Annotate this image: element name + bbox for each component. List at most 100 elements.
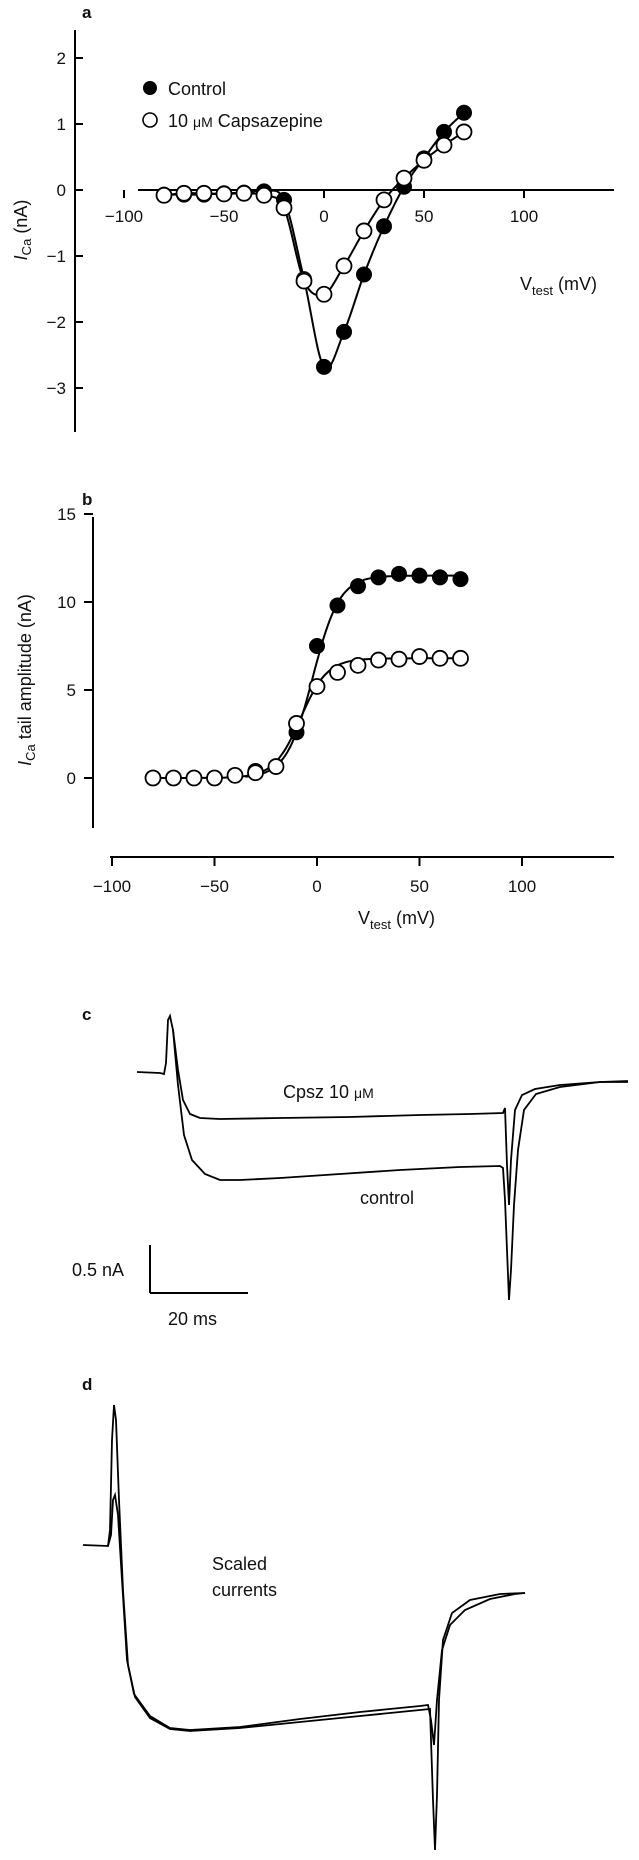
panel-a-letter: a	[82, 3, 92, 22]
panel-b-point-open	[329, 664, 346, 681]
panel-a-point-control	[376, 218, 392, 235]
panel-b-point-open	[431, 649, 449, 667]
panel-a-point-cpsz	[215, 185, 233, 203]
panel-a-point-cpsz	[235, 184, 253, 202]
label-cpsz: Cpsz 10 μM	[283, 1082, 374, 1102]
panel-b-y-label: ICa tail amplitude (nA)	[15, 594, 38, 766]
trace-scaled-1	[82, 1404, 526, 1851]
panel-c: c Cpsz 10 μM control 0.5 nA 20 ms	[72, 1005, 629, 1329]
panel-a-ytick-label: −3	[47, 379, 66, 398]
panel-a-points	[155, 104, 473, 375]
scale-current-label: 0.5 nA	[72, 1260, 124, 1280]
panel-b-point-filled	[391, 565, 407, 582]
panel-b-point-open	[185, 769, 203, 787]
panel-b-xtick-label: 50	[410, 877, 429, 896]
panel-b-point-open	[144, 769, 162, 787]
panel-a-xtick-label: 0	[319, 207, 328, 226]
panel-b-fit-cpsz	[153, 657, 461, 779]
panel-a-ytick-label: 2	[57, 49, 66, 68]
panel-a-y-label: ICa (nA)	[11, 200, 34, 261]
panel-b-xtick-label: −100	[93, 877, 131, 896]
panel-a-point-cpsz	[435, 136, 453, 154]
panel-b-xtick-label: −50	[200, 877, 229, 896]
panel-a-point-cpsz	[455, 123, 473, 141]
legend-cpsz-marker	[142, 112, 158, 128]
panel-a-fit-control	[163, 112, 465, 370]
panel-a-point-cpsz	[255, 186, 273, 204]
panel-b-point-open	[308, 678, 326, 695]
panel-a-legend: Control 10 μM Capsazepine	[142, 79, 323, 131]
panel-a: a −100 −50 0 50 100 2 1 0 −1 −2 −3 ICa (nA) Vtest …	[11, 3, 614, 432]
panel-a-x-label: Vtest (mV)	[520, 274, 597, 298]
panel-a-xtick-label: −100	[105, 207, 143, 226]
panel-a-xtick-label: 50	[415, 207, 434, 226]
panel-a-point-cpsz	[375, 191, 393, 209]
panel-b-fit-control	[245, 574, 461, 778]
panel-b-point-filled	[329, 597, 346, 614]
panel-b-point-open	[247, 764, 264, 782]
panel-b-point-filled	[452, 571, 469, 588]
panel-b-point-open	[411, 648, 428, 665]
scale-bar	[149, 1245, 248, 1294]
panel-d: d Scaled currents	[82, 1375, 526, 1851]
legend-control-marker	[143, 81, 157, 95]
panel-a-point-cpsz	[175, 184, 193, 202]
panel-b-x-label: Vtest (mV)	[358, 908, 435, 932]
panel-b-ytick-label: 0	[67, 769, 76, 788]
panel-d-letter: d	[82, 1375, 92, 1394]
panel-b-point-open	[165, 769, 182, 787]
trace-scaled-2	[107, 1491, 526, 1746]
panel-c-letter: c	[82, 1005, 91, 1024]
panel-a-point-cpsz	[415, 151, 433, 169]
panel-b-ytick-label: 15	[57, 505, 76, 524]
panel-b-point-open	[267, 758, 285, 775]
panel-a-point-cpsz	[355, 222, 373, 240]
panel-a-ticks: −100 −50 0 50 100 2 1 0 −1 −2 −3	[47, 49, 539, 398]
panel-b-points	[144, 565, 469, 787]
panel-a-ytick-label: 0	[57, 181, 66, 200]
panel-b-ytick-label: 5	[67, 681, 76, 700]
panel-a-ytick-label: −1	[47, 247, 66, 266]
panel-a-point-cpsz	[395, 169, 413, 187]
panel-a-fit-curves	[163, 112, 465, 370]
scaled-label-line2: currents	[212, 1580, 277, 1600]
panel-a-ytick-label: 1	[57, 115, 66, 134]
panel-b-point-filled	[432, 569, 448, 586]
panel-b-point-open	[390, 650, 408, 668]
trace-cpsz	[136, 1013, 629, 1206]
legend-cpsz-label: 10 μM Capsazepine	[168, 111, 323, 131]
panel-b-ytick-label: 10	[57, 593, 76, 612]
panel-a-point-cpsz	[315, 285, 333, 303]
panel-a-point-control	[336, 323, 352, 340]
panel-a-point-cpsz	[155, 186, 173, 204]
panel-b-point-filled	[350, 578, 366, 595]
legend-control-label: Control	[168, 79, 226, 99]
panel-b-point-open	[370, 651, 387, 669]
panel-b-point-open	[226, 766, 244, 784]
panel-a-point-control	[456, 104, 472, 121]
label-control: control	[360, 1188, 414, 1208]
panel-b-point-filled	[309, 638, 325, 654]
scaled-label-line1: Scaled	[212, 1554, 267, 1574]
panel-a-point-control	[356, 266, 372, 283]
panel-a-point-control	[316, 358, 332, 375]
panel-b-letter: b	[82, 490, 92, 509]
panel-b-point-open	[452, 649, 469, 667]
panel-a-ytick-label: −2	[47, 313, 66, 332]
panel-a-xtick-label: 100	[510, 207, 538, 226]
panel-a-xtick-label: −50	[210, 207, 239, 226]
panel-a-point-cpsz	[295, 272, 313, 290]
trace-control	[172, 1029, 628, 1301]
panel-b-point-open	[349, 656, 367, 674]
scale-time-label: 20 ms	[168, 1309, 217, 1329]
panel-b-xtick-label: 0	[312, 877, 321, 896]
panel-b-xtick-label: 100	[508, 877, 536, 896]
panel-a-fit-cpsz	[163, 131, 465, 297]
panel-b-point-filled	[411, 567, 428, 584]
panel-a-point-cpsz	[275, 199, 293, 217]
panel-a-point-cpsz	[195, 184, 213, 202]
panel-a-point-cpsz	[335, 257, 353, 275]
